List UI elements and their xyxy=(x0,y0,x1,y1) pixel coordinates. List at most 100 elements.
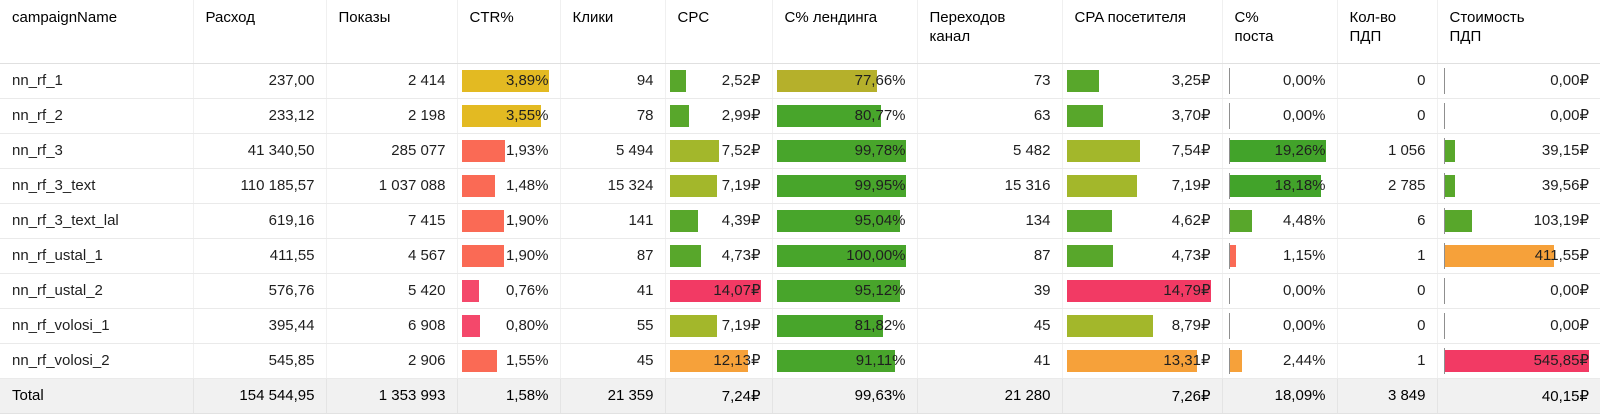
cell-landing[interactable]: 100,00% xyxy=(772,238,918,274)
cell-campaign[interactable]: nn_rf_3_text xyxy=(0,168,194,204)
cell-pdp_cost[interactable]: 0,00₽ xyxy=(1437,308,1600,344)
cell-cpa[interactable]: 8,79₽ xyxy=(1062,308,1223,344)
cell-campaign[interactable]: nn_rf_1 xyxy=(0,63,194,99)
cell-post[interactable]: 18,18% xyxy=(1222,168,1338,204)
cell-cpc[interactable]: 12,13₽ xyxy=(665,343,773,379)
cell-cpa[interactable]: 4,73₽ xyxy=(1062,238,1223,274)
cell-campaign[interactable]: nn_rf_volosi_1 xyxy=(0,308,194,344)
cell-landing[interactable]: 81,82% xyxy=(772,308,918,344)
cell-spend[interactable]: 41 340,50 xyxy=(193,133,327,169)
cell-clicks[interactable]: 15 324 xyxy=(560,168,666,204)
cell-cpc[interactable]: 7,52₽ xyxy=(665,133,773,169)
column-header-ctr[interactable]: CTR% xyxy=(457,0,561,64)
cell-pdp_count[interactable]: 0 xyxy=(1337,98,1438,134)
cell-impressions[interactable]: 7 415 xyxy=(326,203,458,239)
column-header-post[interactable]: C% поста xyxy=(1222,0,1338,64)
cell-campaign[interactable]: nn_rf_volosi_2 xyxy=(0,343,194,379)
cell-spend[interactable]: 545,85 xyxy=(193,343,327,379)
cell-post[interactable]: 0,00% xyxy=(1222,98,1338,134)
cell-post[interactable]: 4,48% xyxy=(1222,203,1338,239)
cell-post[interactable]: 0,00% xyxy=(1222,273,1338,309)
cell-cpa[interactable]: 7,54₽ xyxy=(1062,133,1223,169)
cell-clicks[interactable]: 94 xyxy=(560,63,666,99)
cell-post[interactable]: 2,44% xyxy=(1222,343,1338,379)
cell-landing[interactable]: 99,78% xyxy=(772,133,918,169)
cell-clicks[interactable]: 78 xyxy=(560,98,666,134)
cell-pdp_cost[interactable]: 545,85₽ xyxy=(1437,343,1600,379)
cell-cpc[interactable]: 2,99₽ xyxy=(665,98,773,134)
cell-pdp_cost[interactable]: 39,56₽ xyxy=(1437,168,1600,204)
cell-impressions[interactable]: 2 198 xyxy=(326,98,458,134)
cell-pdp_count[interactable]: 1 xyxy=(1337,343,1438,379)
cell-ctr[interactable]: 3,55% xyxy=(457,98,561,134)
cell-spend[interactable]: 411,55 xyxy=(193,238,327,274)
cell-landing[interactable]: 95,04% xyxy=(772,203,918,239)
cell-cpc[interactable]: 14,07₽ xyxy=(665,273,773,309)
cell-impressions[interactable]: 2 414 xyxy=(326,63,458,99)
cell-campaign[interactable]: nn_rf_ustal_1 xyxy=(0,238,194,274)
cell-pdp_cost[interactable]: 39,15₽ xyxy=(1437,133,1600,169)
cell-campaign[interactable]: nn_rf_ustal_2 xyxy=(0,273,194,309)
cell-cpa[interactable]: 4,62₽ xyxy=(1062,203,1223,239)
cell-impressions[interactable]: 4 567 xyxy=(326,238,458,274)
cell-clicks[interactable]: 87 xyxy=(560,238,666,274)
column-header-cpa[interactable]: CPA посетителя xyxy=(1062,0,1223,64)
cell-channel[interactable]: 45 xyxy=(917,308,1063,344)
column-header-cpc[interactable]: CPC xyxy=(665,0,773,64)
cell-pdp_cost[interactable]: 0,00₽ xyxy=(1437,273,1600,309)
cell-clicks[interactable]: 41 xyxy=(560,273,666,309)
column-header-spend[interactable]: Расход xyxy=(193,0,327,64)
cell-pdp_count[interactable]: 0 xyxy=(1337,308,1438,344)
cell-pdp_count[interactable]: 1 xyxy=(1337,238,1438,274)
cell-clicks[interactable]: 45 xyxy=(560,343,666,379)
column-header-channel[interactable]: Переходов канал xyxy=(917,0,1063,64)
cell-landing[interactable]: 95,12% xyxy=(772,273,918,309)
cell-pdp_count[interactable]: 0 xyxy=(1337,273,1438,309)
cell-impressions[interactable]: 2 906 xyxy=(326,343,458,379)
cell-cpa[interactable]: 14,79₽ xyxy=(1062,273,1223,309)
cell-spend[interactable]: 395,44 xyxy=(193,308,327,344)
cell-clicks[interactable]: 55 xyxy=(560,308,666,344)
column-header-clicks[interactable]: Клики xyxy=(560,0,666,64)
cell-spend[interactable]: 619,16 xyxy=(193,203,327,239)
cell-impressions[interactable]: 6 908 xyxy=(326,308,458,344)
cell-clicks[interactable]: 5 494 xyxy=(560,133,666,169)
cell-pdp_count[interactable]: 6 xyxy=(1337,203,1438,239)
cell-spend[interactable]: 110 185,57 xyxy=(193,168,327,204)
cell-ctr[interactable]: 1,93% xyxy=(457,133,561,169)
column-header-pdp_cost[interactable]: Стоимость ПДП xyxy=(1437,0,1600,64)
cell-channel[interactable]: 39 xyxy=(917,273,1063,309)
cell-clicks[interactable]: 141 xyxy=(560,203,666,239)
cell-post[interactable]: 19,26% xyxy=(1222,133,1338,169)
cell-channel[interactable]: 63 xyxy=(917,98,1063,134)
cell-spend[interactable]: 233,12 xyxy=(193,98,327,134)
cell-pdp_count[interactable]: 0 xyxy=(1337,63,1438,99)
cell-cpa[interactable]: 3,25₽ xyxy=(1062,63,1223,99)
cell-cpa[interactable]: 13,31₽ xyxy=(1062,343,1223,379)
cell-channel[interactable]: 73 xyxy=(917,63,1063,99)
cell-channel[interactable]: 5 482 xyxy=(917,133,1063,169)
cell-pdp_cost[interactable]: 0,00₽ xyxy=(1437,63,1600,99)
column-header-pdp_count[interactable]: Кол-во ПДП xyxy=(1337,0,1438,64)
cell-cpc[interactable]: 7,19₽ xyxy=(665,308,773,344)
column-header-impressions[interactable]: Показы xyxy=(326,0,458,64)
cell-impressions[interactable]: 5 420 xyxy=(326,273,458,309)
cell-cpc[interactable]: 4,73₽ xyxy=(665,238,773,274)
cell-impressions[interactable]: 1 037 088 xyxy=(326,168,458,204)
cell-cpc[interactable]: 2,52₽ xyxy=(665,63,773,99)
cell-campaign[interactable]: nn_rf_3 xyxy=(0,133,194,169)
cell-ctr[interactable]: 1,48% xyxy=(457,168,561,204)
cell-cpa[interactable]: 3,70₽ xyxy=(1062,98,1223,134)
cell-spend[interactable]: 576,76 xyxy=(193,273,327,309)
cell-campaign[interactable]: nn_rf_2 xyxy=(0,98,194,134)
cell-ctr[interactable]: 1,90% xyxy=(457,203,561,239)
cell-pdp_cost[interactable]: 411,55₽ xyxy=(1437,238,1600,274)
cell-ctr[interactable]: 0,76% xyxy=(457,273,561,309)
cell-ctr[interactable]: 3,89% xyxy=(457,63,561,99)
cell-pdp_cost[interactable]: 0,00₽ xyxy=(1437,98,1600,134)
cell-post[interactable]: 0,00% xyxy=(1222,308,1338,344)
column-header-campaign[interactable]: campaignName xyxy=(0,0,194,64)
cell-post[interactable]: 0,00% xyxy=(1222,63,1338,99)
cell-landing[interactable]: 99,95% xyxy=(772,168,918,204)
cell-channel[interactable]: 15 316 xyxy=(917,168,1063,204)
